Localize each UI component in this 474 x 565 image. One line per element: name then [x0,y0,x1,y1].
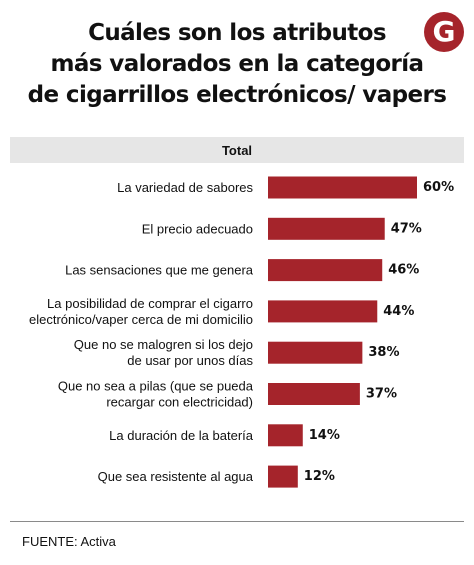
bar-1 [268,176,417,199]
bar-2 [268,217,385,240]
bar-7 [268,424,303,447]
category-label-5: Que no se malogren si los dejo de usar po… [74,337,254,368]
bar-4 [268,300,378,323]
title-line-3: de cigarrillos electrónicos/ vapers [27,82,447,108]
title-line-2: más valorados en la categoría [50,51,425,77]
value-label-4: 44% [383,304,414,319]
chart-subtitle: Total [221,142,253,158]
value-label-1: 60% [423,180,454,195]
value-label-3: 46% [388,263,419,278]
value-label-8: 12% [304,469,335,484]
bar-8 [268,465,298,488]
value-label-6: 37% [366,387,397,402]
category-label-6: Que no sea a pilas (que se pueda recargar… [58,379,254,410]
logo-letter: G [432,15,456,48]
category-label-4: La posibilidad de comprar el cigarro elec… [29,296,253,327]
value-label-5: 38% [368,345,399,360]
category-label-2: El precio adecuado [142,221,253,236]
value-label-2: 47% [391,221,422,236]
title-line-1: Cuáles son los atributos [88,20,386,46]
category-label-1: La variedad de sabores [117,180,253,195]
category-label-8: Que sea resistente al agua [98,469,254,484]
bar-6 [268,383,360,405]
bar-5 [268,341,363,364]
value-label-7: 14% [309,428,340,443]
subtitle-band: Total [10,137,464,163]
bar-3 [268,259,383,282]
brand-logo-icon: G [424,12,464,52]
bar-chart: La variedad de sabores 60% El precio adecu… [29,176,454,488]
category-label-3: Las sensaciones que me genera [65,263,254,278]
chart-title: Cuáles son los atributos más valorados e… [12,18,462,111]
source-note: FUENTE: Activa [22,534,116,549]
source-divider [10,521,464,522]
category-label-7: La duración de la batería [109,428,254,443]
